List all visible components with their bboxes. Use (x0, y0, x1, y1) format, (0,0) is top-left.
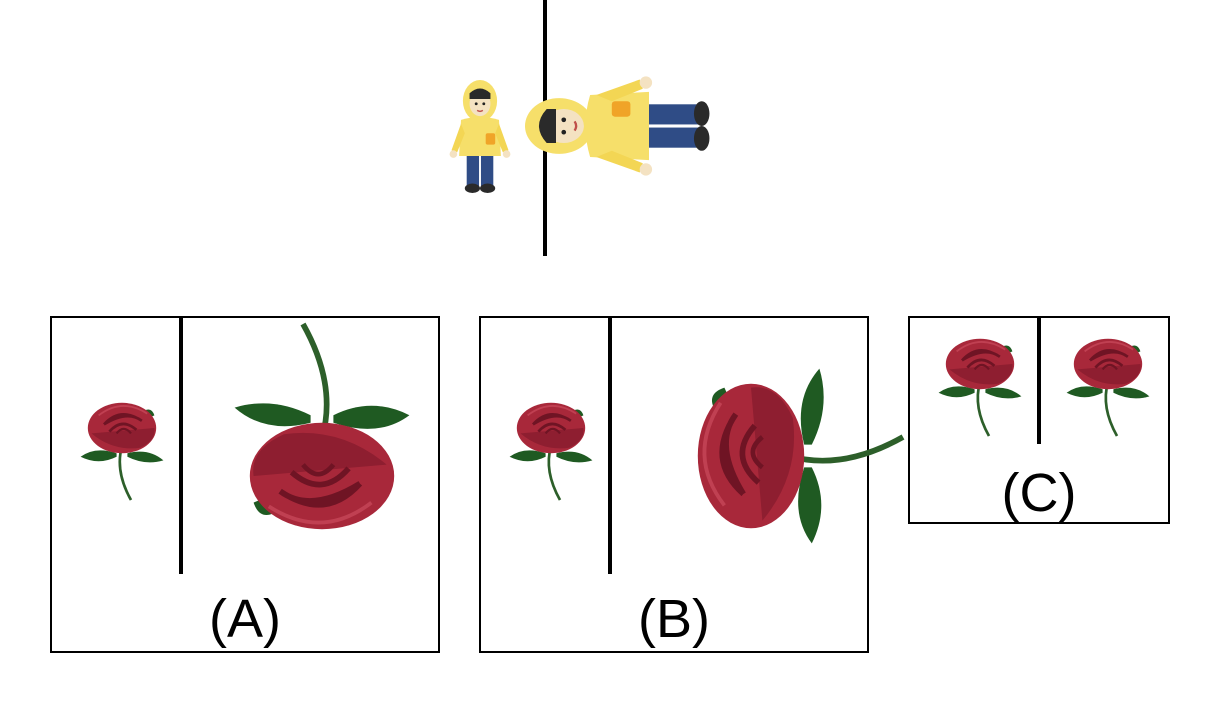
child-large-rotated-figure (523, 75, 711, 177)
option-b-divider-line (608, 318, 612, 574)
option-b-label: (B) (638, 589, 710, 649)
option-a-label: (A) (209, 589, 281, 649)
child-small-figure (448, 79, 512, 194)
rose-small-icon (1065, 337, 1151, 438)
rose-large-rotated-icon (212, 356, 412, 556)
option-a-divider-line (179, 318, 183, 574)
option-a-box[interactable]: (A) (50, 316, 440, 653)
rose-small-icon (937, 337, 1023, 438)
rose-small-icon (79, 401, 165, 502)
rose-small-icon (508, 401, 594, 502)
option-c-label: (C) (1001, 463, 1077, 523)
option-c-divider-line (1037, 318, 1041, 444)
option-c-box[interactable]: (C) (908, 316, 1170, 524)
option-b-box[interactable]: (B) (479, 316, 869, 653)
rose-large-rotated-icon (651, 356, 851, 556)
